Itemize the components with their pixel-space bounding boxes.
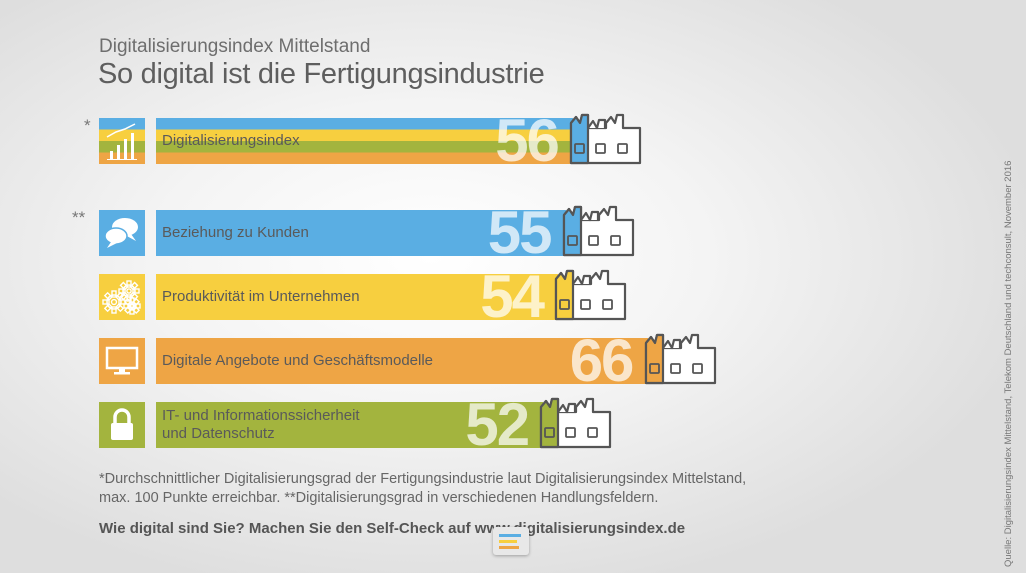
value-label: 54 xyxy=(480,263,545,330)
bar-chart-icon xyxy=(103,121,141,161)
bar-label-line: Produktivität im Unternehmen xyxy=(162,288,360,305)
gears-icon-box xyxy=(99,274,145,320)
bar-0: Digitalisierungsindex xyxy=(156,118,574,164)
monitor-icon-box xyxy=(99,338,145,384)
bar-chart-icon-box xyxy=(99,118,145,164)
bar-label-line: Digitale Angebote und Geschäftsmodelle xyxy=(162,352,434,369)
speech-bubbles-icon xyxy=(103,216,141,250)
index-marker: * xyxy=(84,116,91,135)
monitor-icon xyxy=(104,345,140,377)
factory-icon xyxy=(643,331,721,390)
bar-label-line: IT- und Informationssicherheit xyxy=(162,407,360,424)
bar-label: IT- und Informationssicherheit und Datens… xyxy=(162,407,360,443)
bar-4: IT- und Informationssicherheit und Datens… xyxy=(156,402,544,448)
factory-icon xyxy=(568,111,646,170)
bar-label-line: Digitalisierungsindex xyxy=(162,132,300,149)
self-check-cta: Wie digital sind Sie? Machen Sie den Sel… xyxy=(99,520,686,537)
chart-title: So digital ist die Fertigungsindustrie xyxy=(98,58,545,90)
bar-2: Produktivität im Unternehmen xyxy=(156,274,559,320)
footnote-line-1: *Durchschnittlicher Digitalisierungsgrad… xyxy=(99,471,747,487)
speech-bubbles-icon-box xyxy=(99,210,145,256)
source-note: Quelle: Digitalisierungsindex Mittelstan… xyxy=(1003,160,1014,567)
bar-label: Digitale Angebote und Geschäftsmodelle xyxy=(162,352,433,370)
bar-label: Digitalisierungsindex xyxy=(162,132,300,150)
footnote-line-2: max. 100 Punkte erreichbar. **Digitalisi… xyxy=(99,490,659,506)
bar-label: Beziehung zu Kunden xyxy=(162,224,309,242)
thumbnail-badge[interactable] xyxy=(493,527,529,555)
chart-subtitle: Digitalisierungsindex Mittelstand xyxy=(99,36,371,57)
lock-icon-box xyxy=(99,402,145,448)
value-label: 52 xyxy=(465,391,530,458)
fields-marker: ** xyxy=(72,208,86,227)
bar-3: Digitale Angebote und Geschäftsmodelle xyxy=(156,338,648,384)
factory-icon xyxy=(561,203,639,262)
footnote: *Durchschnittlicher Digitalisierungsgrad… xyxy=(99,470,799,508)
value-label: 66 xyxy=(569,327,635,394)
bar-label-line: Beziehung zu Kunden xyxy=(162,224,309,241)
factory-icon xyxy=(553,267,631,326)
value-label: 56 xyxy=(495,107,560,174)
lock-icon xyxy=(107,407,137,443)
value-label: 55 xyxy=(487,199,553,266)
bar-1: Beziehung zu Kunden xyxy=(156,210,566,256)
gears-icon xyxy=(102,279,142,315)
factory-icon xyxy=(538,395,616,454)
bar-label-line: und Datenschutz xyxy=(162,425,275,442)
bar-label: Produktivität im Unternehmen xyxy=(162,288,360,306)
